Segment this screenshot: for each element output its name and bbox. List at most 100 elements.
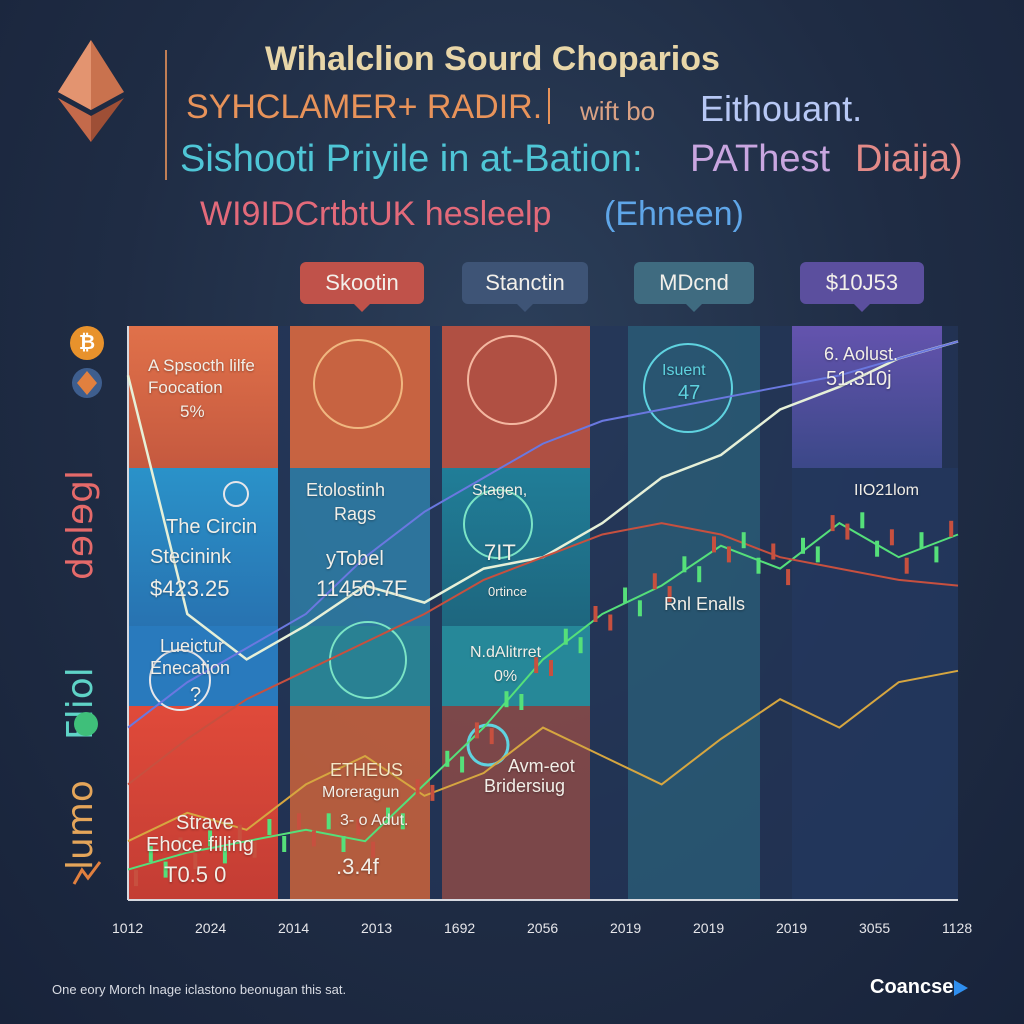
candle bbox=[519, 694, 524, 710]
candle bbox=[193, 853, 198, 870]
tag-label: MDcnd bbox=[659, 270, 729, 295]
subtitle-2c: Diaija) bbox=[855, 138, 963, 180]
series-line-4 bbox=[127, 340, 959, 729]
candle bbox=[445, 750, 450, 767]
tag-label: Skootin bbox=[325, 270, 399, 295]
cell-r3c1-line2: Enecation bbox=[150, 658, 231, 678]
cell-r1c1-line1: A Spsocth lilfe bbox=[148, 356, 255, 375]
candle bbox=[534, 657, 539, 674]
cell-r1c6-value: 51.310j bbox=[826, 368, 892, 390]
x-tick-label: 2019 bbox=[610, 920, 642, 936]
cell-r2c1-value: $423.25 bbox=[150, 576, 230, 601]
candle bbox=[949, 520, 954, 537]
candle bbox=[356, 819, 361, 835]
cell-r4c3-line2: Bridersiug bbox=[484, 776, 566, 796]
x-tick-label: 2019 bbox=[693, 920, 725, 936]
subtitle-3a: WI9IDCrtbtUK hesleelp bbox=[200, 195, 552, 233]
candle bbox=[786, 569, 791, 586]
candle bbox=[178, 837, 183, 854]
chart-series bbox=[126, 340, 959, 871]
candle bbox=[252, 841, 257, 858]
tag-mdcnd[interactable]: MDcnd bbox=[634, 262, 754, 312]
leaf-icon bbox=[74, 712, 98, 736]
x-tick-label: 2019 bbox=[776, 920, 808, 936]
candle bbox=[682, 556, 687, 573]
candle bbox=[726, 546, 731, 563]
candle bbox=[386, 807, 390, 824]
candle bbox=[311, 830, 316, 847]
candle bbox=[667, 586, 672, 603]
cell-r4c3-line1: Avm-eot bbox=[508, 756, 575, 776]
candle bbox=[637, 600, 642, 617]
candle bbox=[578, 637, 583, 654]
coin-icon bbox=[70, 366, 104, 400]
ethereum-logo-icon bbox=[58, 40, 124, 142]
subtitle-divider bbox=[548, 88, 550, 124]
cell-r4c2-line2: Moreragun bbox=[322, 784, 400, 801]
candle bbox=[815, 546, 820, 563]
candle bbox=[415, 779, 420, 796]
candle bbox=[549, 660, 553, 676]
brand-name[interactable]: Coancse bbox=[870, 976, 954, 998]
x-tick-label: 2014 bbox=[278, 920, 310, 936]
cell-r2c2-value: 11450.7F bbox=[316, 576, 408, 601]
series-line-1 bbox=[127, 521, 959, 871]
candle bbox=[489, 728, 494, 745]
candle bbox=[904, 557, 909, 574]
cell-r3c3-value: 0% bbox=[494, 668, 518, 685]
candle bbox=[282, 836, 287, 852]
tag-stanctin[interactable]: Stanctin bbox=[462, 262, 588, 312]
candle bbox=[919, 532, 924, 549]
candle bbox=[163, 861, 168, 878]
candle bbox=[593, 606, 598, 622]
candle bbox=[430, 784, 435, 801]
cell-r2c2-line2: Rags bbox=[334, 504, 377, 524]
candle bbox=[371, 841, 376, 858]
candle bbox=[845, 523, 850, 540]
subtitle-2b: PAThest bbox=[690, 138, 831, 180]
candle bbox=[341, 836, 346, 852]
candle bbox=[608, 614, 613, 631]
cell-r4c2-line1: ETHEUS bbox=[330, 760, 404, 780]
tag-label: $10J53 bbox=[825, 270, 899, 295]
tag-skootin[interactable]: Skootin bbox=[300, 262, 424, 312]
cell-r2c2-line3: yTobel bbox=[326, 548, 384, 570]
footer-note: One eory Morch Inage iclastono beonugan … bbox=[52, 982, 347, 997]
cell-r4c2-line3: 3- o Adut. bbox=[340, 812, 409, 829]
cell-r4c1-line1: Strave bbox=[176, 812, 234, 834]
cell-r1c1-line2: Foocation bbox=[148, 378, 223, 397]
subtitle-2a: Sishooti Priyile in at-Bation: bbox=[180, 138, 643, 180]
candle bbox=[563, 628, 568, 645]
candle bbox=[460, 756, 465, 773]
candle bbox=[400, 813, 405, 830]
subtitle-1b: wift bo bbox=[580, 96, 656, 126]
cell-r3c1-value: ? bbox=[190, 684, 202, 706]
cell-r1c1-value: 5% bbox=[180, 402, 205, 421]
candle bbox=[771, 543, 776, 560]
cell-r4c2-value: .3.4f bbox=[336, 854, 379, 879]
cell-r2c3-line2: 0rtince bbox=[488, 584, 528, 599]
subtitle-1a: SYHCLAMER+ RADIR. bbox=[186, 88, 543, 126]
cell-r3c3-line1: N.dAlitrret bbox=[470, 644, 542, 661]
candlesticks bbox=[134, 512, 954, 887]
cell-r2c5-label: Rnl Enalls bbox=[664, 594, 746, 614]
subtitle-3b: (Ehneen) bbox=[604, 195, 744, 233]
tag-price[interactable]: $10J53 bbox=[800, 262, 924, 312]
x-tick-label: 2056 bbox=[527, 920, 559, 936]
page-title: Wihalclion Sourd Choparios bbox=[265, 40, 720, 78]
candle bbox=[697, 566, 702, 583]
candle bbox=[712, 536, 716, 553]
cell-r1c6-label: 6. Aolust. bbox=[824, 344, 899, 364]
candle bbox=[326, 813, 331, 830]
candle bbox=[830, 515, 835, 532]
header-divider bbox=[165, 50, 167, 180]
x-tick-label: 1012 bbox=[112, 920, 144, 936]
cell-r1c5-label: Isuent bbox=[662, 362, 706, 379]
chart-background bbox=[127, 326, 958, 901]
candle bbox=[148, 846, 153, 862]
x-tick-label: 2013 bbox=[361, 920, 393, 936]
cell-r3c1-line1: Lueictur bbox=[160, 636, 225, 656]
cell-r2c3-line1: Stagen, bbox=[472, 482, 528, 499]
series-line-2 bbox=[127, 522, 959, 786]
